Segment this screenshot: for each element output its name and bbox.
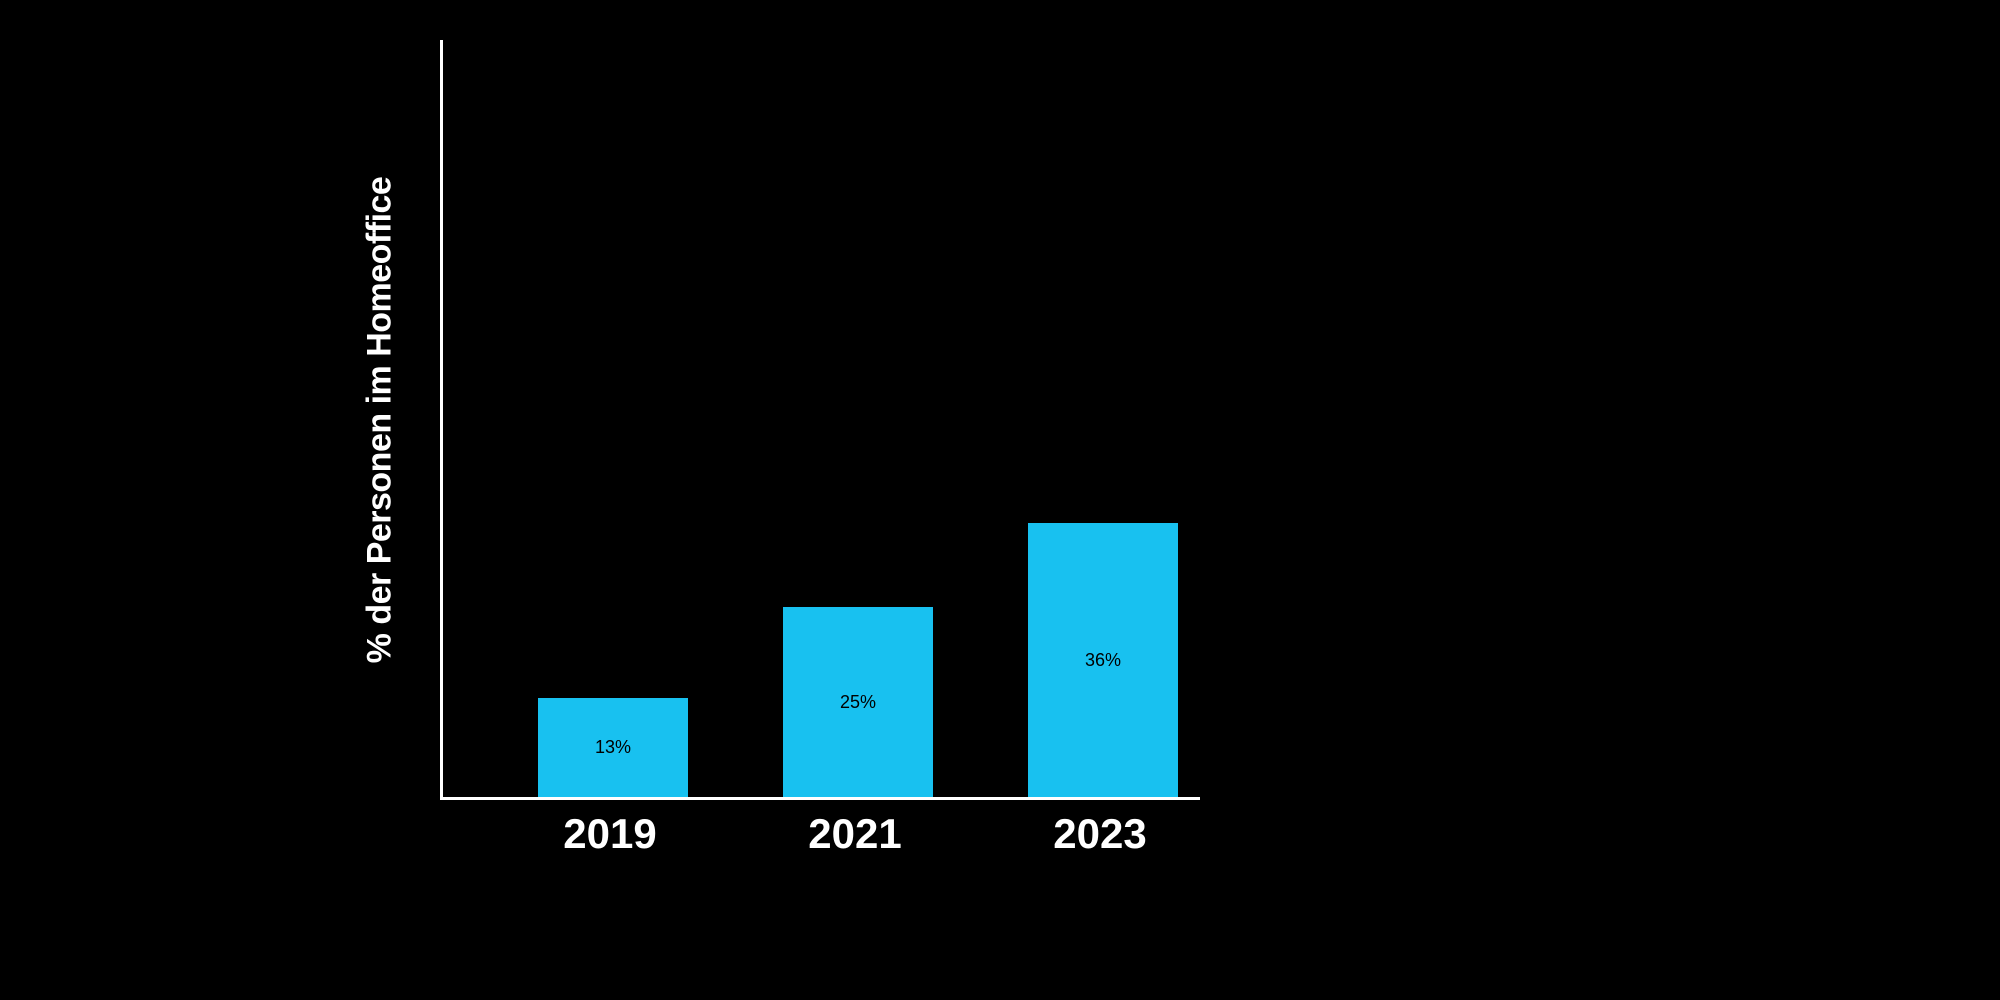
plot-area: 13% 25% 36%	[440, 40, 1200, 800]
x-axis-label: 2023	[1053, 810, 1146, 858]
x-axis-label: 2021	[808, 810, 901, 858]
x-axis-label: 2019	[563, 810, 656, 858]
homeoffice-bar-chart: % der Personen im Homeoffice 13%25%36% 2…	[440, 40, 1340, 860]
bar: 36%	[1028, 523, 1178, 797]
bar-value-label: 13%	[595, 737, 631, 758]
bar-value-label: 25%	[840, 692, 876, 713]
bar: 25%	[783, 607, 933, 797]
bars-container: 13% 25% 36%	[443, 40, 1200, 797]
x-axis-labels: 2019 2021 2023	[440, 810, 1200, 870]
y-axis-title: % der Personen im Homeoffice	[361, 177, 400, 664]
bar-value-label: 36%	[1085, 650, 1121, 671]
bar: 13%	[538, 698, 688, 797]
